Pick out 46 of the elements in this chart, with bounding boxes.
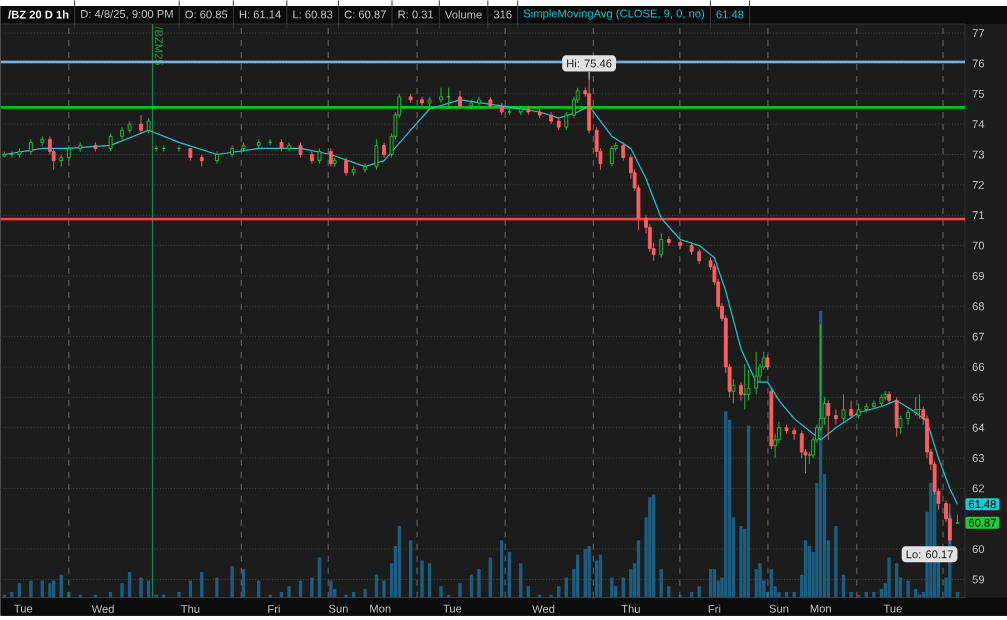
x-tick-label: Tue [443, 604, 462, 613]
y-tick-label: 67 [972, 332, 984, 341]
y-tick-label: 77 [972, 29, 984, 38]
x-tick-label: Wed [532, 604, 555, 614]
text: D: 4/8/25, 9:00 PM [81, 9, 173, 20]
y-tick-label: 73 [972, 150, 985, 159]
x-tick-label: Sun [329, 604, 348, 613]
y-tick-label: 63 [972, 454, 985, 463]
annotation: Hi: 75.46 [567, 59, 612, 68]
x-tick-label: Mon [370, 604, 391, 613]
chart-title: Volume [444, 10, 482, 19]
x-tick-label: Thu [180, 604, 200, 614]
x-tick-label: Fri [708, 604, 721, 614]
annotation: Lo: 60.17 [906, 550, 953, 559]
x-tick-label: Fri [268, 604, 280, 614]
text: 61.48 [716, 10, 744, 19]
y-tick-label: 69 [972, 272, 985, 281]
x-tick-label: Thu [621, 604, 640, 614]
y-tick-label: 70 [972, 241, 985, 250]
y-tick-label: 65 [972, 393, 985, 402]
y-tick-label: 74 [972, 120, 985, 129]
x-tick-label: Tue [883, 604, 902, 613]
y-tick-label: 62 [972, 484, 984, 493]
y-tick-label: 75 [972, 90, 985, 98]
text: H: 61.14 [239, 10, 281, 19]
x-tick-label: Tue [14, 604, 33, 613]
y-tick-label: 64 [972, 423, 985, 432]
text: O: 60.85 [185, 10, 228, 19]
y-tick-label: 71 [972, 211, 984, 220]
x-tick-label: Mon [810, 604, 831, 613]
y-tick-label: 60 [972, 545, 985, 554]
x-tick-label: Sun [769, 604, 789, 613]
annotation: 61.48 [968, 500, 996, 509]
x-tick-label: Wed [91, 604, 114, 614]
y-tick-label: 68 [972, 302, 985, 311]
y-tick-label: 59 [972, 575, 985, 584]
y-tick-label: 72 [972, 181, 984, 189]
text: 316 [493, 10, 512, 19]
text: SimpleMovingAvg (CLOSE, 9, 0, no) [523, 9, 705, 20]
text: L: 60.83 [293, 10, 333, 19]
text: C: 60.87 [344, 10, 386, 19]
y-tick-label: 76 [972, 59, 985, 68]
annotation: 60.87 [968, 518, 996, 527]
chart-title: /BZ 20 D 1h [8, 10, 69, 19]
y-tick-label: 66 [972, 363, 985, 372]
text: R: 0.31 [398, 10, 434, 19]
